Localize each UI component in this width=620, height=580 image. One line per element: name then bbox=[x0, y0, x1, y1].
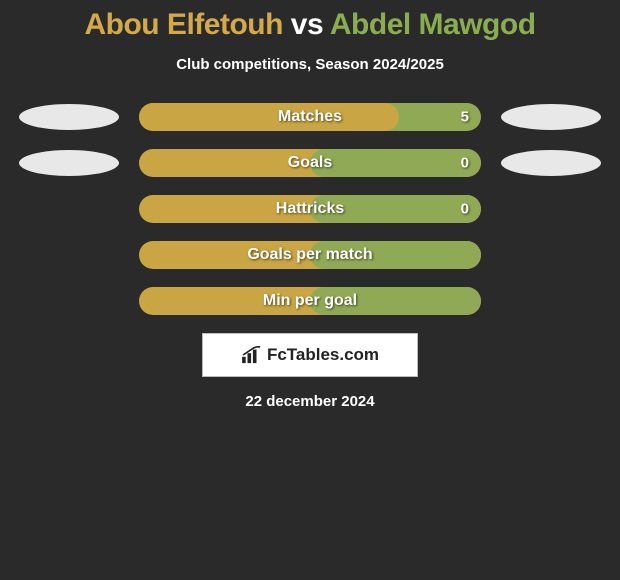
player1-value-ellipse bbox=[19, 104, 119, 130]
stat-value-right: 5 bbox=[461, 109, 469, 126]
player1-value-ellipse bbox=[19, 150, 119, 176]
stat-value-right: 0 bbox=[461, 201, 469, 218]
player2-value-ellipse bbox=[501, 104, 601, 130]
stat-label: Hattricks bbox=[276, 200, 344, 218]
fctables-chart-icon bbox=[241, 346, 263, 364]
stat-row: Goals per match bbox=[0, 241, 620, 269]
stat-label: Matches bbox=[278, 108, 342, 126]
bar-fill bbox=[310, 149, 481, 177]
stat-row: Min per goal bbox=[0, 287, 620, 315]
vs-text: vs bbox=[291, 8, 323, 41]
stat-label: Goals bbox=[288, 154, 332, 172]
subtitle: Club competitions, Season 2024/2025 bbox=[176, 56, 444, 73]
comparison-widget: Abou Elfetouh vs Abdel Mawgod Club compe… bbox=[0, 0, 620, 410]
stat-bar: Min per goal bbox=[139, 287, 481, 315]
stat-bar: Hattricks 0 bbox=[139, 195, 481, 223]
bar-fill bbox=[139, 103, 399, 131]
logo-box[interactable]: FcTables.com bbox=[202, 333, 418, 377]
player1-name: Abou Elfetouh bbox=[84, 8, 282, 41]
comparison-title: Abou Elfetouh vs Abdel Mawgod bbox=[84, 8, 535, 42]
stat-label: Goals per match bbox=[247, 246, 372, 264]
stat-label: Min per goal bbox=[263, 292, 357, 310]
stat-bar: Goals 0 bbox=[139, 149, 481, 177]
stat-bar: Matches 5 bbox=[139, 103, 481, 131]
stat-bar: Goals per match bbox=[139, 241, 481, 269]
stats-container: Matches 5 Goals 0 Hattricks 0 Goals per match M… bbox=[0, 103, 620, 315]
date-text: 22 december 2024 bbox=[245, 393, 374, 410]
stat-value-right: 0 bbox=[461, 155, 469, 172]
player2-name: Abdel Mawgod bbox=[330, 8, 536, 41]
stat-row: Goals 0 bbox=[0, 149, 620, 177]
stat-row: Hattricks 0 bbox=[0, 195, 620, 223]
stat-row: Matches 5 bbox=[0, 103, 620, 131]
logo-text: FcTables.com bbox=[267, 345, 379, 365]
player2-value-ellipse bbox=[501, 150, 601, 176]
